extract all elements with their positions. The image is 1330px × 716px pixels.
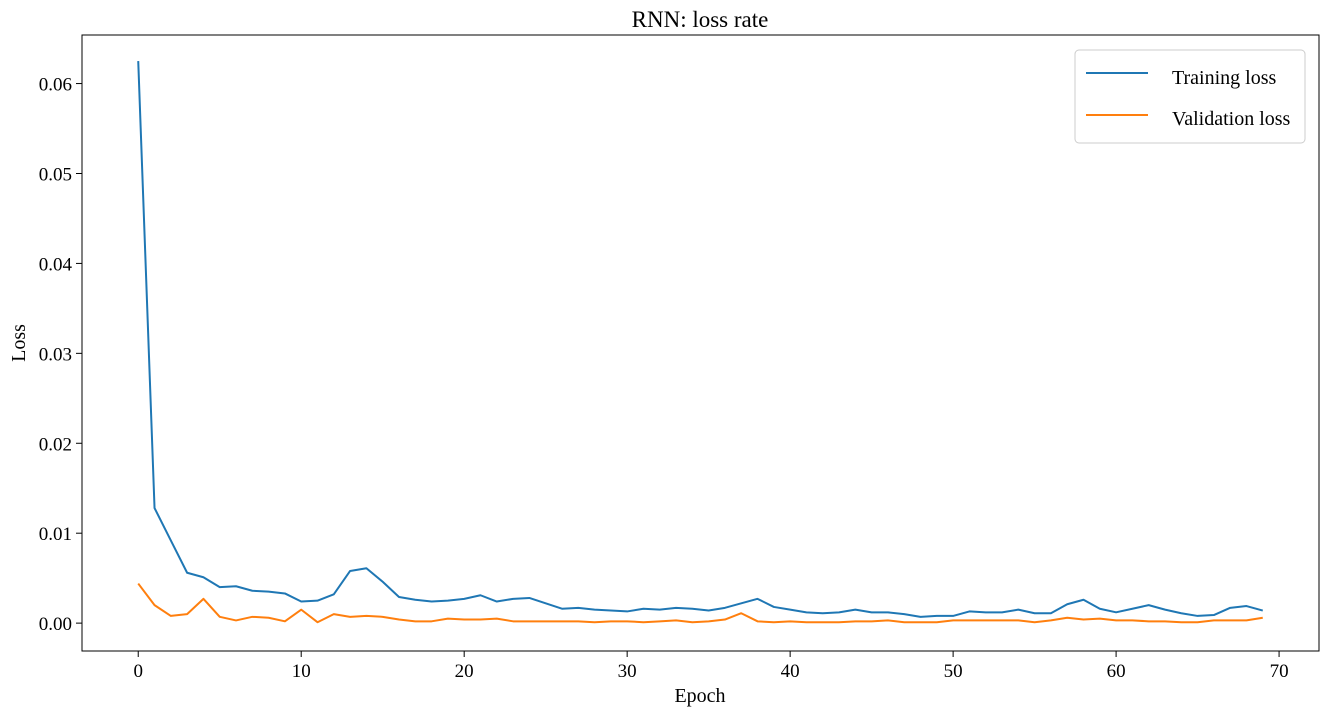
x-tick-label: 0: [133, 661, 143, 682]
x-tick-label: 40: [781, 661, 800, 682]
y-tick-label: 0.05: [39, 164, 72, 185]
y-tick-label: 0.06: [39, 75, 72, 96]
y-tick-label: 0.03: [39, 344, 72, 365]
x-axis-ticks: 0 10 20 30 40 50 60 70: [133, 651, 1289, 682]
y-tick-label: 0.02: [39, 434, 72, 455]
legend: Training loss Validation loss: [1074, 49, 1306, 144]
legend-label-validation: Validation loss: [1172, 108, 1291, 130]
x-tick-label: 30: [618, 661, 637, 682]
x-tick-label: 60: [1107, 661, 1126, 682]
x-tick-label: 20: [455, 661, 474, 682]
x-tick-label: 10: [292, 661, 311, 682]
y-tick-label: 0.01: [39, 524, 72, 545]
legend-label-training: Training loss: [1172, 67, 1277, 89]
y-tick-label: 0.04: [39, 254, 73, 275]
x-axis-label: Epoch: [674, 685, 725, 707]
chart-title: RNN: loss rate: [632, 7, 769, 32]
x-tick-label: 50: [944, 661, 963, 682]
y-axis-ticks: 0.00 0.01 0.02 0.03 0.04 0.05 0.06: [39, 75, 82, 635]
plot-frame: [81, 34, 1320, 652]
y-axis-label: Loss: [8, 324, 30, 362]
series-line-training: [137, 61, 1264, 618]
x-tick-label: 70: [1270, 661, 1289, 682]
series-line-validation: [137, 582, 1263, 624]
y-tick-label: 0.00: [39, 614, 72, 635]
plot-lines: [137, 61, 1264, 624]
